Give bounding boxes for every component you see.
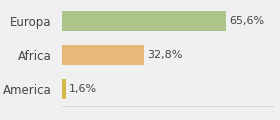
Bar [62,11,226,31]
Text: 32,8%: 32,8% [147,50,182,60]
Text: 1,6%: 1,6% [69,84,97,94]
Text: 65,6%: 65,6% [229,16,264,26]
Bar [62,45,144,65]
Bar [62,78,66,99]
